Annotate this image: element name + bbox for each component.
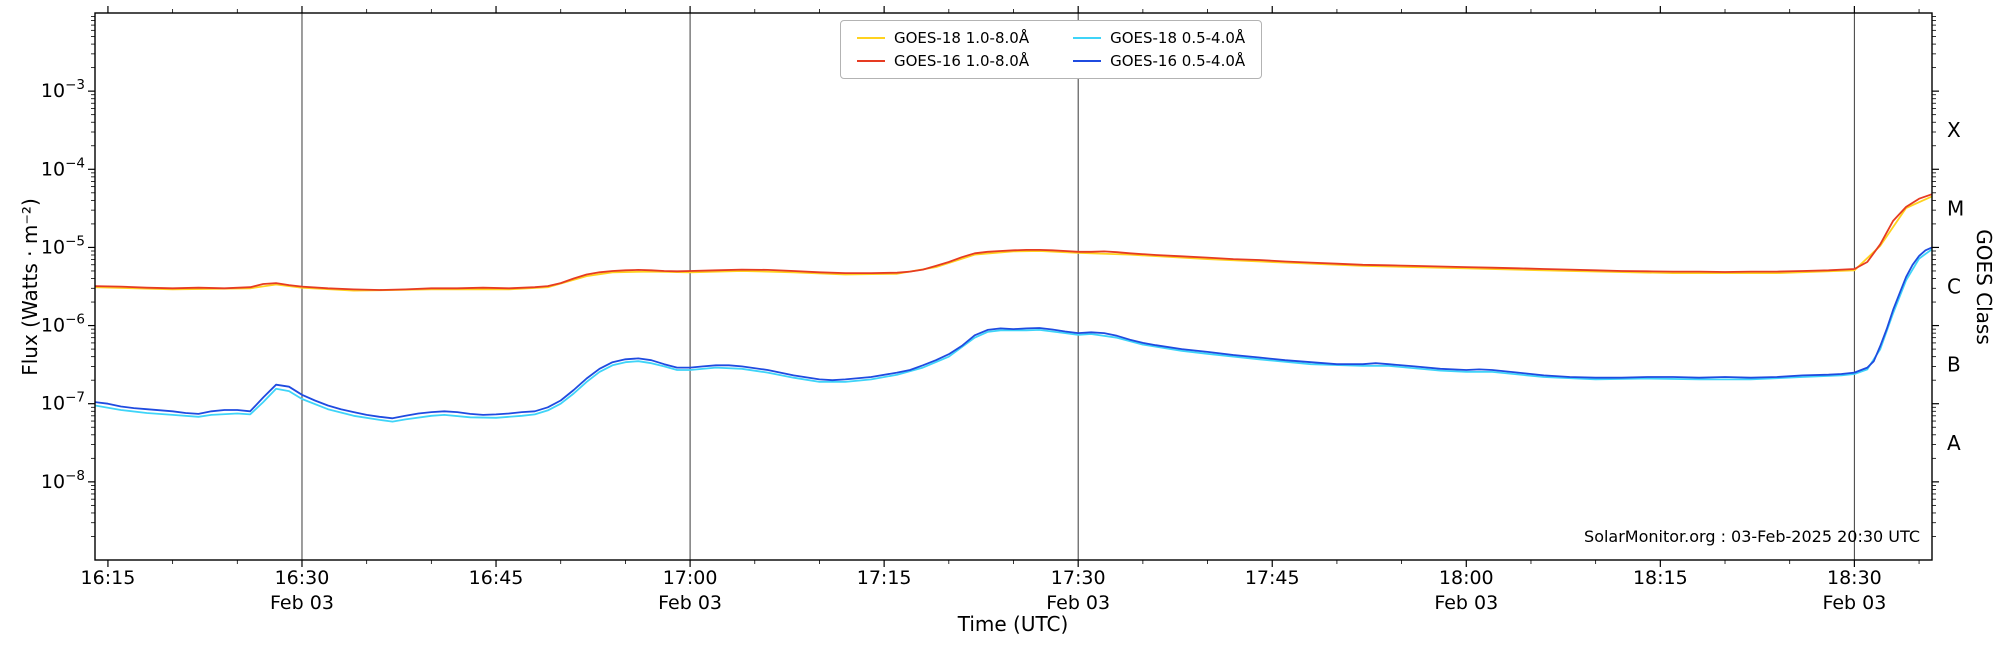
legend-item: GOES-16 0.5-4.0Å	[1073, 52, 1245, 70]
legend-label: GOES-18 1.0-8.0Å	[894, 29, 1030, 47]
series-line-goes-16-0-5-4-0	[95, 246, 1932, 420]
goes-class-label: A	[1947, 431, 1961, 455]
y-tick-exponent: −5	[65, 233, 85, 249]
goes-class-label: M	[1947, 196, 1964, 220]
legend-label: GOES-16 0.5-4.0Å	[1110, 52, 1246, 70]
y-tick-label: 10−7	[41, 390, 85, 415]
x-date-label: Feb 03	[1434, 592, 1498, 614]
x-date-label: Feb 03	[658, 592, 722, 614]
legend: GOES-18 1.0-8.0Å GOES-16 1.0-8.0Å GOES-18 …	[840, 20, 1263, 79]
y-tick-exponent: −7	[65, 390, 85, 406]
legend-item: GOES-18 0.5-4.0Å	[1073, 29, 1245, 47]
x-tick-label: 18:00	[1439, 567, 1494, 589]
x-date-label: Feb 03	[1046, 592, 1110, 614]
x-date-label: Feb 03	[1822, 592, 1886, 614]
y-tick-label: 10−8	[41, 468, 85, 493]
y-tick-exponent: −6	[65, 312, 85, 328]
legend-label: GOES-16 1.0-8.0Å	[894, 52, 1030, 70]
series-line-goes-18-1-0-8-0	[95, 195, 1932, 292]
x-tick-label: 16:30	[275, 567, 330, 589]
goes-class-label: X	[1947, 118, 1961, 142]
series-line-goes-16-1-0-8-0	[95, 193, 1932, 291]
x-tick-label: 17:15	[857, 567, 912, 589]
x-tick-label: 18:30	[1827, 567, 1882, 589]
x-tick-label: 16:15	[81, 567, 136, 589]
x-tick-label: 17:00	[663, 567, 718, 589]
legend-swatch	[1073, 60, 1102, 62]
x-axis-label: Time (UTC)	[957, 612, 1069, 636]
y-tick-label: 10−3	[41, 77, 85, 102]
goes-class-label: B	[1947, 353, 1961, 377]
legend-swatch	[1073, 37, 1102, 39]
x-tick-label: 18:15	[1633, 567, 1688, 589]
legend-label: GOES-18 0.5-4.0Å	[1110, 29, 1246, 47]
legend-swatch	[857, 60, 885, 62]
right-axis-label: GOES Class	[1972, 229, 1996, 345]
series-group	[95, 193, 1932, 423]
y-tick-exponent: −3	[65, 77, 85, 93]
series-line-goes-18-0-5-4-0	[95, 248, 1932, 423]
y-tick-label: 10−6	[41, 312, 85, 337]
legend-swatch	[857, 37, 885, 39]
y-tick-exponent: −8	[65, 468, 85, 484]
y-tick-label: 10−5	[41, 233, 85, 258]
x-tick-label: 17:30	[1051, 567, 1106, 589]
watermark-text: SolarMonitor.org : 03-Feb-2025 20:30 UTC	[1584, 527, 1920, 546]
x-date-label: Feb 03	[270, 592, 334, 614]
y-tick-label: 10−4	[41, 155, 85, 180]
x-tick-label: 17:45	[1245, 567, 1300, 589]
goes-class-label: C	[1947, 275, 1961, 299]
y-tick-exponent: −4	[65, 155, 85, 171]
legend-item: GOES-18 1.0-8.0Å	[857, 29, 1029, 47]
plot-border	[94, 12, 1933, 561]
y-axis-label: Flux (Watts · m⁻²)	[18, 198, 42, 376]
legend-item: GOES-16 1.0-8.0Å	[857, 52, 1029, 70]
x-tick-label: 16:45	[469, 567, 524, 589]
